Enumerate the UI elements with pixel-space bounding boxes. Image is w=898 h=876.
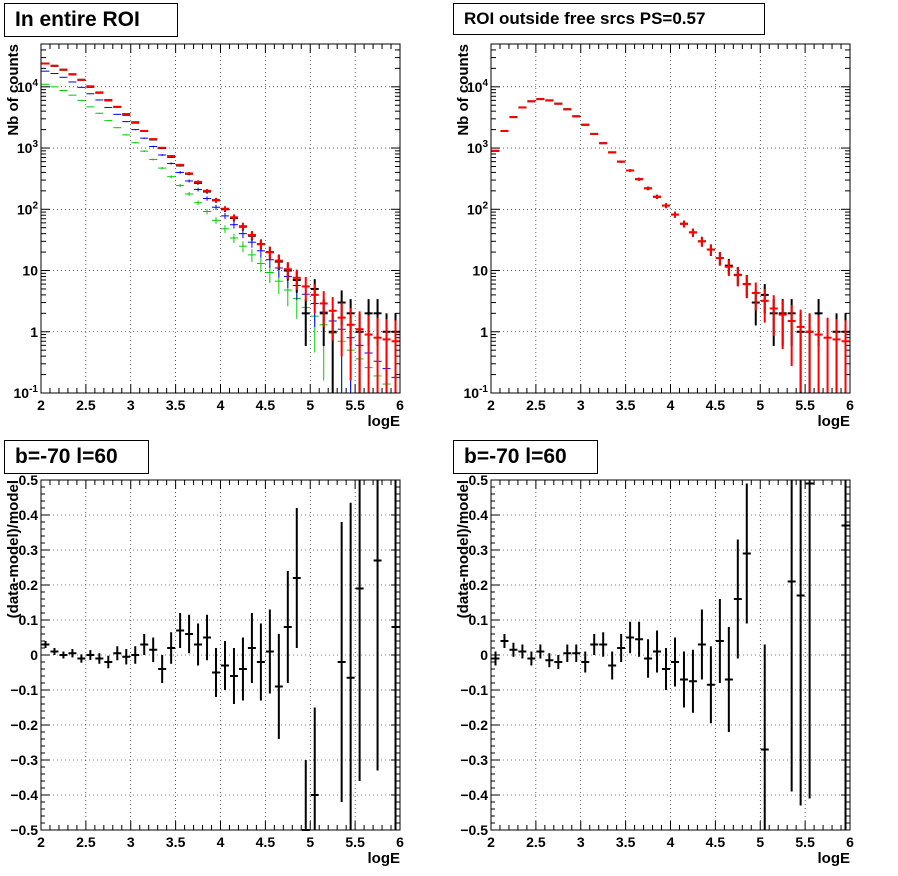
y-tick-label: 104 bbox=[17, 78, 39, 95]
y-axis-label: Nb of counts bbox=[5, 44, 22, 136]
x-tick-label: 4.5 bbox=[706, 397, 726, 413]
x-tick-label: 3.5 bbox=[166, 397, 186, 413]
x-tick-label: 6 bbox=[846, 834, 854, 850]
x-tick-label: 2 bbox=[487, 834, 495, 850]
x-tick-label: 4 bbox=[217, 834, 225, 850]
y-tick-label: 102 bbox=[467, 200, 489, 217]
y-tick-label: 0.5 bbox=[469, 472, 489, 488]
plot-frame bbox=[40, 43, 401, 394]
x-tick-label: 3.5 bbox=[616, 834, 636, 850]
x-tick-label: 3 bbox=[577, 397, 585, 413]
y-axis-label: (data-model)/model bbox=[455, 480, 472, 618]
panel-4: 2 2.5 3 3.5 4 4.5 5 5.5 6 −0.5 −0.4 −0.3 −0.2 −0.1 0 0.… bbox=[455, 472, 854, 867]
y-tick-label: 0.1 bbox=[469, 612, 489, 628]
x-tick-label: 5.5 bbox=[795, 834, 815, 850]
x-tick-label: 3.5 bbox=[616, 397, 636, 413]
y-tick-label: 0.3 bbox=[19, 542, 39, 558]
y-tick-label: 103 bbox=[17, 139, 39, 156]
y-axis-label: Nb of counts bbox=[455, 44, 472, 136]
x-tick-label: 3 bbox=[127, 834, 135, 850]
x-tick-label: 4 bbox=[217, 397, 225, 413]
x-tick-label: 5.5 bbox=[345, 397, 365, 413]
x-tick-label: 5.5 bbox=[345, 834, 365, 850]
x-tick-label: 2.5 bbox=[76, 834, 96, 850]
x-tick-label: 5.5 bbox=[795, 397, 815, 413]
x-tick-label: 3.5 bbox=[166, 834, 186, 850]
x-tick-label: 6 bbox=[846, 397, 854, 413]
panel-title-4: b=-70 l=60 bbox=[453, 440, 598, 474]
panel-2: 2 2.5 3 3.5 4 4.5 5 5.5 6 10-1 1 10 102 103 104 logE Nb … bbox=[455, 43, 854, 430]
x-tick-label: 4 bbox=[667, 834, 675, 850]
y-tick-label: −0.3 bbox=[10, 752, 38, 768]
y-tick-label: 0.1 bbox=[19, 612, 39, 628]
x-tick-label: 4.5 bbox=[256, 397, 276, 413]
y-tick-label: 0 bbox=[30, 647, 38, 663]
x-tick-label: 4.5 bbox=[706, 834, 726, 850]
x-tick-label: 2.5 bbox=[526, 834, 546, 850]
y-axis-label: (data-model)/model bbox=[5, 480, 22, 618]
y-tick-label: −0.4 bbox=[460, 787, 488, 803]
x-tick-label: 3 bbox=[127, 397, 135, 413]
plot-frame bbox=[490, 43, 851, 394]
y-tick-label: −0.1 bbox=[10, 682, 38, 698]
y-tick-label: 0.2 bbox=[469, 577, 489, 593]
y-tick-label: 0.3 bbox=[469, 542, 489, 558]
x-tick-label: 6 bbox=[396, 834, 404, 850]
y-tick-label: −0.5 bbox=[460, 822, 488, 838]
x-axis-label: logE bbox=[368, 413, 401, 430]
y-tick-label: 104 bbox=[467, 78, 489, 95]
y-tick-label: −0.5 bbox=[10, 822, 38, 838]
x-tick-label: 5 bbox=[756, 397, 764, 413]
plot-frame bbox=[490, 479, 851, 831]
x-tick-label: 2 bbox=[37, 834, 45, 850]
x-tick-label: 5 bbox=[306, 834, 314, 850]
plot-frame bbox=[40, 479, 401, 831]
y-tick-label: 102 bbox=[17, 200, 39, 217]
y-tick-label: 0 bbox=[480, 647, 488, 663]
x-tick-label: 6 bbox=[396, 397, 404, 413]
panel-1: 2 2.5 3 3.5 4 4.5 5 5.5 6 10-1 1 10 102 103 104 logE Nb … bbox=[5, 43, 404, 430]
y-tick-label: 10-1 bbox=[14, 384, 39, 401]
y-tick-label: 10 bbox=[472, 263, 488, 279]
y-tick-label: −0.2 bbox=[10, 717, 38, 733]
panel-title-1: In entire ROI bbox=[4, 3, 178, 37]
x-tick-label: 2 bbox=[37, 397, 45, 413]
x-tick-label: 2.5 bbox=[526, 397, 546, 413]
x-tick-label: 3 bbox=[577, 834, 585, 850]
y-tick-label: 0.2 bbox=[19, 577, 39, 593]
y-tick-label: −0.4 bbox=[10, 787, 38, 803]
y-tick-label: 0.5 bbox=[19, 472, 39, 488]
x-tick-label: 4 bbox=[667, 397, 675, 413]
y-tick-label: 10-1 bbox=[464, 384, 489, 401]
y-tick-label: −0.3 bbox=[460, 752, 488, 768]
y-tick-label: 0.4 bbox=[19, 507, 39, 523]
panel-title-2: ROI outside free srcs PS=0.57 bbox=[453, 3, 765, 35]
x-tick-label: 4.5 bbox=[256, 834, 276, 850]
x-axis-label: logE bbox=[818, 413, 851, 430]
y-tick-label: 10 bbox=[22, 263, 38, 279]
y-tick-label: 103 bbox=[467, 139, 489, 156]
x-tick-label: 5 bbox=[756, 834, 764, 850]
x-tick-label: 5 bbox=[306, 397, 314, 413]
panel-3: 2 2.5 3 3.5 4 4.5 5 5.5 6 −0.5 −0.4 −0.3 −0.2 −0.1 0 0.… bbox=[5, 472, 404, 867]
y-tick-label: −0.2 bbox=[460, 717, 488, 733]
x-tick-label: 2.5 bbox=[76, 397, 96, 413]
x-tick-label: 2 bbox=[487, 397, 495, 413]
y-tick-label: 1 bbox=[30, 324, 38, 340]
y-tick-label: −0.1 bbox=[460, 682, 488, 698]
x-axis-label: logE bbox=[368, 850, 401, 867]
y-tick-label: 1 bbox=[480, 324, 488, 340]
panel-title-3: b=-70 l=60 bbox=[4, 440, 149, 474]
y-tick-label: 0.4 bbox=[469, 507, 489, 523]
x-axis-label: logE bbox=[818, 850, 851, 867]
